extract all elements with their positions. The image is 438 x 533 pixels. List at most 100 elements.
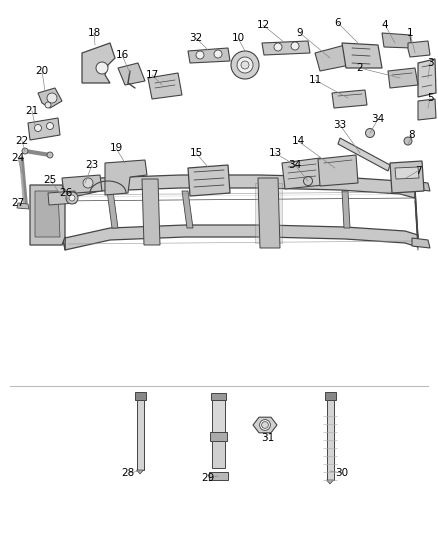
Circle shape (274, 43, 282, 51)
Polygon shape (408, 41, 430, 57)
Circle shape (260, 419, 270, 431)
Text: 1: 1 (407, 28, 413, 38)
Text: 34: 34 (288, 160, 302, 170)
Polygon shape (82, 43, 115, 83)
Text: 10: 10 (231, 33, 244, 43)
Text: 32: 32 (189, 33, 203, 43)
Circle shape (46, 123, 53, 130)
Bar (212, 441, 225, 467)
Polygon shape (382, 33, 412, 48)
Text: 8: 8 (409, 130, 415, 140)
Text: 13: 13 (268, 148, 282, 158)
Text: 26: 26 (60, 188, 73, 198)
Circle shape (237, 57, 253, 73)
Polygon shape (332, 90, 367, 108)
Text: 7: 7 (415, 166, 421, 176)
Polygon shape (142, 179, 160, 245)
Circle shape (47, 93, 57, 103)
Circle shape (47, 152, 53, 158)
Polygon shape (388, 68, 418, 88)
Circle shape (214, 50, 222, 58)
Polygon shape (188, 165, 230, 196)
Polygon shape (418, 99, 436, 120)
Polygon shape (342, 191, 350, 228)
Text: 14: 14 (291, 136, 304, 146)
Bar (208, 472, 227, 480)
Polygon shape (395, 167, 419, 179)
Text: 27: 27 (11, 198, 25, 208)
Polygon shape (48, 191, 76, 205)
Text: 9: 9 (297, 28, 303, 38)
Polygon shape (262, 41, 310, 55)
Text: 22: 22 (15, 136, 28, 146)
Text: 18: 18 (87, 28, 101, 38)
Circle shape (231, 51, 259, 79)
Bar (325, 392, 336, 400)
Circle shape (96, 62, 108, 74)
Circle shape (66, 192, 78, 204)
Polygon shape (338, 138, 390, 171)
Polygon shape (412, 181, 430, 191)
Polygon shape (326, 480, 333, 484)
Text: 5: 5 (427, 93, 433, 103)
Polygon shape (182, 191, 193, 228)
Polygon shape (30, 185, 65, 245)
Text: 24: 24 (11, 153, 25, 163)
Circle shape (241, 61, 249, 69)
Polygon shape (55, 198, 415, 201)
Polygon shape (262, 191, 270, 228)
Polygon shape (17, 203, 29, 209)
Circle shape (365, 128, 374, 138)
Text: 34: 34 (371, 114, 385, 124)
Polygon shape (258, 178, 280, 248)
Text: 28: 28 (121, 468, 134, 478)
Text: 20: 20 (35, 66, 49, 76)
Polygon shape (412, 238, 430, 248)
Polygon shape (418, 59, 436, 97)
Text: 17: 17 (145, 70, 159, 80)
Polygon shape (390, 161, 424, 193)
Polygon shape (55, 175, 415, 201)
Circle shape (45, 102, 51, 108)
Bar (134, 392, 145, 400)
Text: 19: 19 (110, 143, 123, 153)
Polygon shape (282, 158, 323, 189)
Text: 16: 16 (115, 50, 129, 60)
Polygon shape (137, 470, 144, 474)
Polygon shape (315, 45, 350, 71)
Bar (137, 400, 144, 470)
Text: 29: 29 (201, 473, 215, 483)
Circle shape (304, 176, 312, 185)
Text: 3: 3 (427, 58, 433, 68)
Text: 6: 6 (335, 18, 341, 28)
Polygon shape (318, 155, 358, 186)
Circle shape (35, 125, 42, 132)
Polygon shape (255, 183, 282, 243)
Circle shape (69, 195, 75, 201)
Polygon shape (415, 185, 418, 247)
Polygon shape (38, 88, 62, 108)
Text: 11: 11 (308, 75, 321, 85)
Polygon shape (35, 191, 60, 237)
Text: 2: 2 (357, 63, 363, 73)
Bar (211, 393, 226, 400)
Polygon shape (28, 118, 60, 140)
Circle shape (291, 42, 299, 50)
Bar (326, 400, 333, 480)
Text: 30: 30 (336, 468, 349, 478)
Polygon shape (105, 160, 147, 195)
Polygon shape (148, 73, 182, 99)
Circle shape (261, 422, 268, 429)
Bar (212, 400, 225, 434)
Circle shape (196, 51, 204, 59)
Polygon shape (342, 43, 382, 68)
Polygon shape (107, 191, 118, 228)
Polygon shape (118, 63, 145, 85)
Text: 25: 25 (43, 175, 57, 185)
Polygon shape (62, 175, 102, 194)
Circle shape (404, 137, 412, 145)
Circle shape (83, 178, 93, 188)
Polygon shape (188, 48, 230, 63)
Text: 23: 23 (85, 160, 99, 170)
Polygon shape (55, 188, 65, 250)
